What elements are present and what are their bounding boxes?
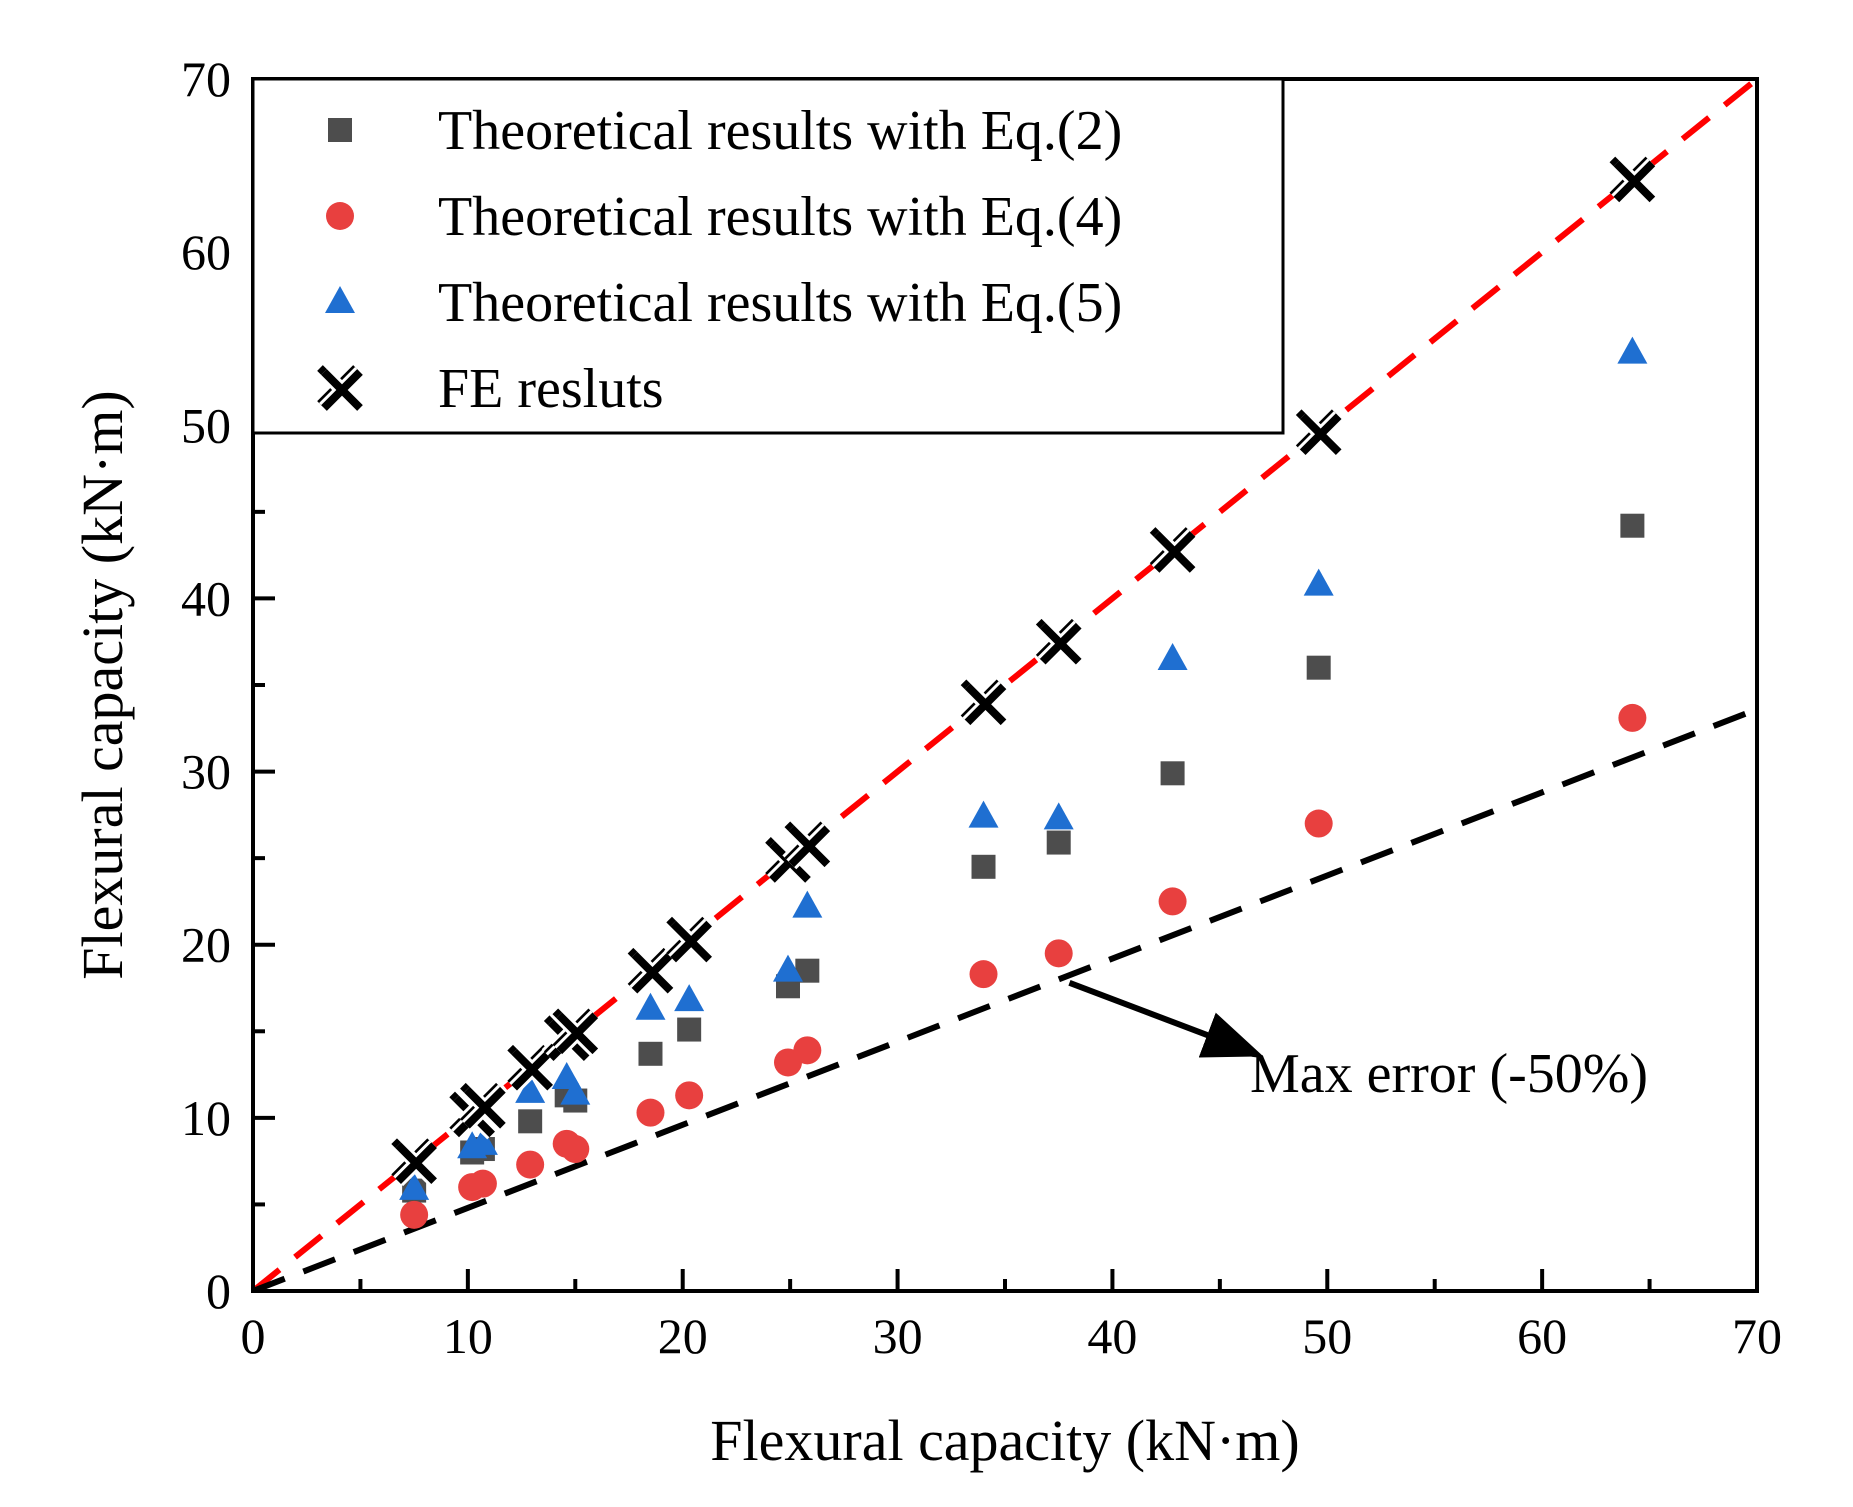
legend-label: FE resluts [438,358,664,420]
y-tick-label: 70 [181,51,231,107]
data-point [400,1200,429,1229]
data-point [561,1135,590,1164]
data-point [638,1041,663,1066]
data-point [958,677,1009,728]
x-cross-stroke [1613,160,1656,203]
x-cross-stroke [511,1048,553,1091]
annotation-text: Max error (-50%) [1250,1043,1648,1105]
data-point [389,1136,440,1187]
data-point [1147,524,1198,575]
data-point [1158,887,1187,916]
x-tick-labels: 0 10 20 30 40 50 60 70 [241,1308,1783,1364]
x-cross-stroke [788,825,831,868]
x-axis-title: Flexural capacity (kN·m) [710,1408,1299,1473]
data-point [1617,336,1648,364]
data-point [1303,568,1334,596]
legend-marker [325,286,355,313]
data-point [399,1172,430,1200]
series-4 [389,154,1658,1187]
annotation: Max error (-50%) [1068,980,1648,1105]
y-tick-label: 20 [181,917,231,973]
data-point [1306,655,1331,680]
data-point [1033,616,1084,667]
data-point [1607,154,1658,205]
data-point [772,954,803,982]
y-tick-label: 40 [181,570,231,626]
data-point [468,1169,497,1198]
x-tick-label: 60 [1517,1308,1567,1364]
data-point [1043,802,1074,830]
y-tick-label: 50 [181,397,231,453]
x-cross-stroke [556,1012,599,1055]
y-tick-labels: 0 10 20 30 40 50 60 70 [181,51,231,1319]
x-cross-stroke [1299,413,1342,456]
data-point [793,1036,822,1065]
legend-marker [315,363,365,413]
legend-label: Theoretical results with Eq.(2) [438,100,1122,162]
series-3 [399,336,1648,1200]
y-axis-title: Flexural capacity (kN·m) [70,390,135,979]
data-point [467,1127,498,1155]
data-point [792,890,823,918]
data-point [675,1081,704,1110]
data-point [1304,809,1333,838]
data-point [1157,643,1188,671]
data-point [515,1075,546,1103]
x-cross-stroke [631,951,674,994]
data-point [516,1150,545,1179]
data-point [969,960,998,989]
reference-line-minus-50 [253,706,1757,1291]
x-cross-stroke [1153,531,1196,573]
legend-marker [326,202,354,230]
x-cross-stroke [670,920,712,963]
x-cross-stroke [321,369,363,411]
data-markers [389,154,1658,1229]
data-point [1620,513,1645,538]
series-2 [400,703,1647,1229]
data-point [560,1077,591,1105]
x-tick-label: 40 [1087,1308,1137,1364]
legend-label: Theoretical results with Eq.(5) [438,272,1122,334]
data-point [968,800,999,828]
data-point [625,945,676,996]
data-point [518,1109,543,1134]
x-tick-label: 20 [658,1308,708,1364]
data-point [1044,939,1073,968]
data-point [635,992,666,1020]
legend-box [251,77,1285,435]
data-point [664,914,715,965]
y-tick-label: 30 [181,744,231,800]
x-cross-stroke [1039,622,1082,665]
x-tick-label: 50 [1302,1308,1352,1364]
data-point [1046,830,1071,855]
data-point [457,1080,508,1131]
legend-marker [328,118,352,142]
x-tick-label: 10 [443,1308,493,1364]
data-point [1618,703,1647,732]
data-point [1160,761,1185,786]
annotation-arrow [1068,980,1264,1058]
x-cross-stroke [464,1086,506,1129]
x-cross-stroke [964,683,1007,726]
data-point [782,819,833,870]
y-tick-label: 0 [206,1263,231,1319]
legend-label: Theoretical results with Eq.(4) [438,186,1122,248]
x-tick-label: 0 [241,1308,266,1364]
data-point [1293,407,1344,458]
legend: Theoretical results with Eq.(2) Theoretic… [251,77,1285,435]
data-point [505,1042,556,1093]
data-point [971,854,996,879]
data-point [677,1017,702,1042]
data-point [636,1098,665,1127]
y-tick-label: 10 [181,1090,231,1146]
x-tick-label: 30 [873,1308,923,1364]
data-point [550,1006,601,1057]
y-tick-label: 60 [181,224,231,280]
x-tick-label: 70 [1732,1308,1782,1364]
x-cross-stroke [395,1142,437,1184]
data-point [674,984,705,1012]
